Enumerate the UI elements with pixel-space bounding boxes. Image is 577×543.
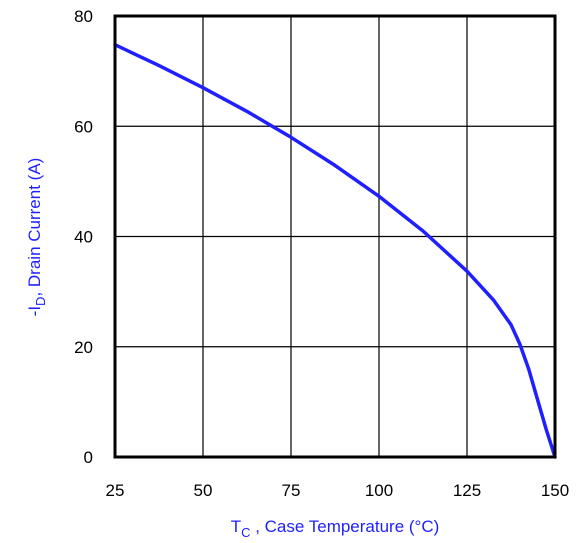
x-tick-label: 100 <box>365 481 393 500</box>
x-tick-label: 125 <box>453 481 481 500</box>
y-tick-label: 0 <box>84 448 93 467</box>
grid <box>114 15 556 458</box>
y-axis-label: -ID, Drain Current (A) <box>25 158 48 317</box>
y-tick-labels: 0 20 40 60 80 <box>74 7 93 467</box>
x-tick-label: 75 <box>282 481 301 500</box>
plot-frame <box>113 14 557 459</box>
x-tick-label: 50 <box>194 481 213 500</box>
series-line <box>113 42 557 459</box>
y-tick-label: 60 <box>74 117 93 136</box>
x-tick-label: 150 <box>541 481 569 500</box>
y-tick-label: 80 <box>74 7 93 26</box>
y-tick-label: 20 <box>74 338 93 357</box>
x-axis-label: TC , Case Temperature (°C) <box>231 517 440 540</box>
x-tick-label: 25 <box>106 481 125 500</box>
y-tick-label: 40 <box>74 228 93 247</box>
series-layer <box>113 42 557 459</box>
x-tick-labels: 25 50 75 100 125 150 <box>106 481 570 500</box>
